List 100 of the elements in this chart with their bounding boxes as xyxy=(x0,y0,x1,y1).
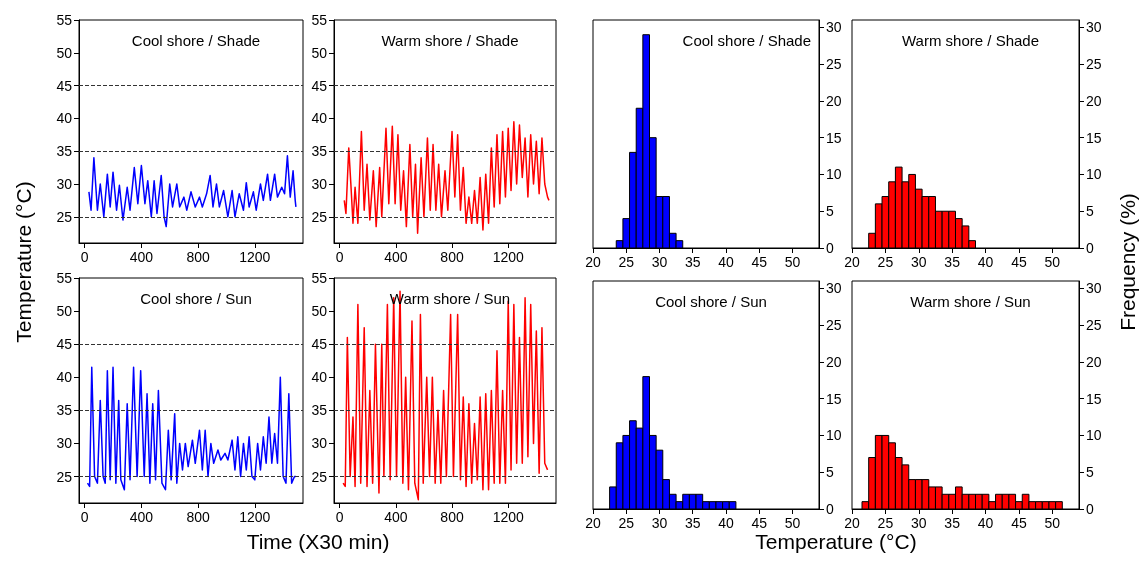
y-tick-label: 35 xyxy=(56,143,73,160)
y-tick-label: 25 xyxy=(1086,56,1102,73)
x-tick-label: 35 xyxy=(684,254,701,270)
y-tick-label: 30 xyxy=(1086,19,1102,36)
x-tick-label: 45 xyxy=(751,254,768,270)
y-tick-label: 40 xyxy=(311,110,328,127)
y-axis-title: Frequency (%) xyxy=(1116,193,1140,331)
y-tick-label: 55 xyxy=(311,270,328,286)
y-tick-label: 50 xyxy=(56,303,73,320)
y-tick-label: 15 xyxy=(1086,390,1102,407)
x-tick-label: 35 xyxy=(944,515,961,531)
y-tick-label: 25 xyxy=(826,317,842,334)
y-tick-label: 45 xyxy=(56,336,73,353)
y-tick-label: 30 xyxy=(826,280,842,297)
text: Cool shore / Shade xyxy=(682,32,812,49)
x-tick-label: 40 xyxy=(977,254,994,270)
x-axis-title: Time (X30 min) xyxy=(246,530,390,554)
x-tick-label: 400 xyxy=(384,509,408,525)
x-tick-label: 35 xyxy=(684,515,701,531)
y-tick-label: 25 xyxy=(826,56,842,73)
y-tick-label: 45 xyxy=(311,77,328,94)
text: Warm shore / Shade xyxy=(902,32,1039,49)
x-tick-label: 45 xyxy=(1011,254,1027,270)
y-tick-label: 25 xyxy=(311,208,328,225)
x-tick-label: 25 xyxy=(877,515,894,531)
y-tick-label: 35 xyxy=(311,143,328,160)
y-tick-label: 55 xyxy=(56,12,73,28)
y-tick-label: 20 xyxy=(826,353,842,370)
x-tick-label: 40 xyxy=(977,515,994,531)
y-tick-label: 40 xyxy=(56,369,73,386)
y-tick-label: 40 xyxy=(56,110,73,127)
y-tick-label: 30 xyxy=(826,19,842,36)
text: Cool shore / Sun xyxy=(140,290,252,307)
y-tick-label: 15 xyxy=(826,390,842,407)
x-tick-label: 20 xyxy=(585,515,601,531)
x-tick-label: 0 xyxy=(335,509,344,525)
text: Warm shore / Sun xyxy=(910,293,1031,310)
x-tick-label: 30 xyxy=(651,515,668,531)
y-tick-label: 35 xyxy=(311,402,328,419)
x-tick-label: 30 xyxy=(651,254,668,270)
y-tick-label: 25 xyxy=(311,468,328,485)
x-tick-label: 1200 xyxy=(239,249,271,265)
x-tick-label: 40 xyxy=(718,254,734,270)
x-tick-label: 1200 xyxy=(492,509,525,525)
y-tick-label: 50 xyxy=(56,44,73,61)
x-tick-label: 50 xyxy=(784,515,801,531)
x-tick-label: 25 xyxy=(618,515,635,531)
x-tick-label: 30 xyxy=(910,515,927,531)
x-tick-label: 50 xyxy=(1044,515,1061,531)
x-tick-label: 25 xyxy=(618,254,635,270)
x-tick-label: 1200 xyxy=(239,509,271,525)
x-tick-label: 800 xyxy=(440,509,464,525)
y-tick-label: 20 xyxy=(826,92,842,109)
y-tick-label: 25 xyxy=(56,208,73,225)
x-tick-label: 1200 xyxy=(492,249,525,265)
x-tick-label: 800 xyxy=(186,249,210,265)
y-tick-label: 50 xyxy=(311,303,328,320)
y-tick-label: 15 xyxy=(1086,129,1102,146)
x-tick-label: 400 xyxy=(129,509,154,525)
text: Cool shore / Shade xyxy=(131,32,261,49)
x-tick-label: 0 xyxy=(80,249,89,265)
x-tick-label: 30 xyxy=(910,254,927,270)
x-tick-label: 20 xyxy=(844,515,860,531)
y-tick-label: 30 xyxy=(311,175,328,192)
x-tick-label: 20 xyxy=(844,254,860,270)
text: Warm shore / Shade xyxy=(381,32,519,49)
y-tick-label: 20 xyxy=(1086,92,1102,109)
y-tick-label: 35 xyxy=(56,402,73,419)
y-tick-label: 5 xyxy=(826,203,834,220)
y-tick-label: 20 xyxy=(1086,353,1102,370)
y-tick-label: 30 xyxy=(56,175,73,192)
y-tick-label: 30 xyxy=(311,435,328,452)
x-tick-label: 45 xyxy=(1011,515,1027,531)
y-tick-label: 5 xyxy=(1086,464,1094,481)
x-tick-label: 0 xyxy=(80,509,89,525)
y-tick-label: 50 xyxy=(311,44,328,61)
x-tick-label: 20 xyxy=(585,254,601,270)
x-tick-label: 40 xyxy=(718,515,734,531)
x-tick-label: 400 xyxy=(129,249,154,265)
y-axis-title: Temperature (°C) xyxy=(12,181,36,343)
x-tick-label: 25 xyxy=(877,254,894,270)
y-tick-label: 10 xyxy=(1086,427,1102,444)
y-tick-label: 55 xyxy=(56,270,73,286)
y-tick-label: 10 xyxy=(826,427,842,444)
x-axis-title: Temperature (°C) xyxy=(755,530,917,554)
y-tick-label: 5 xyxy=(1086,203,1094,220)
y-tick-label: 45 xyxy=(56,77,73,94)
y-tick-label: 55 xyxy=(311,12,328,28)
y-tick-label: 10 xyxy=(826,166,842,183)
x-tick-label: 800 xyxy=(440,249,464,265)
y-tick-label: 5 xyxy=(826,464,834,481)
x-tick-label: 45 xyxy=(751,515,768,531)
text: Cool shore / Sun xyxy=(655,293,767,310)
y-tick-label: 40 xyxy=(311,369,328,386)
y-tick-label: 10 xyxy=(1086,166,1102,183)
x-tick-label: 35 xyxy=(944,254,961,270)
x-tick-label: 0 xyxy=(335,249,344,265)
y-tick-label: 30 xyxy=(1086,280,1102,297)
x-tick-label: 400 xyxy=(384,249,408,265)
x-tick-label: 50 xyxy=(784,254,801,270)
